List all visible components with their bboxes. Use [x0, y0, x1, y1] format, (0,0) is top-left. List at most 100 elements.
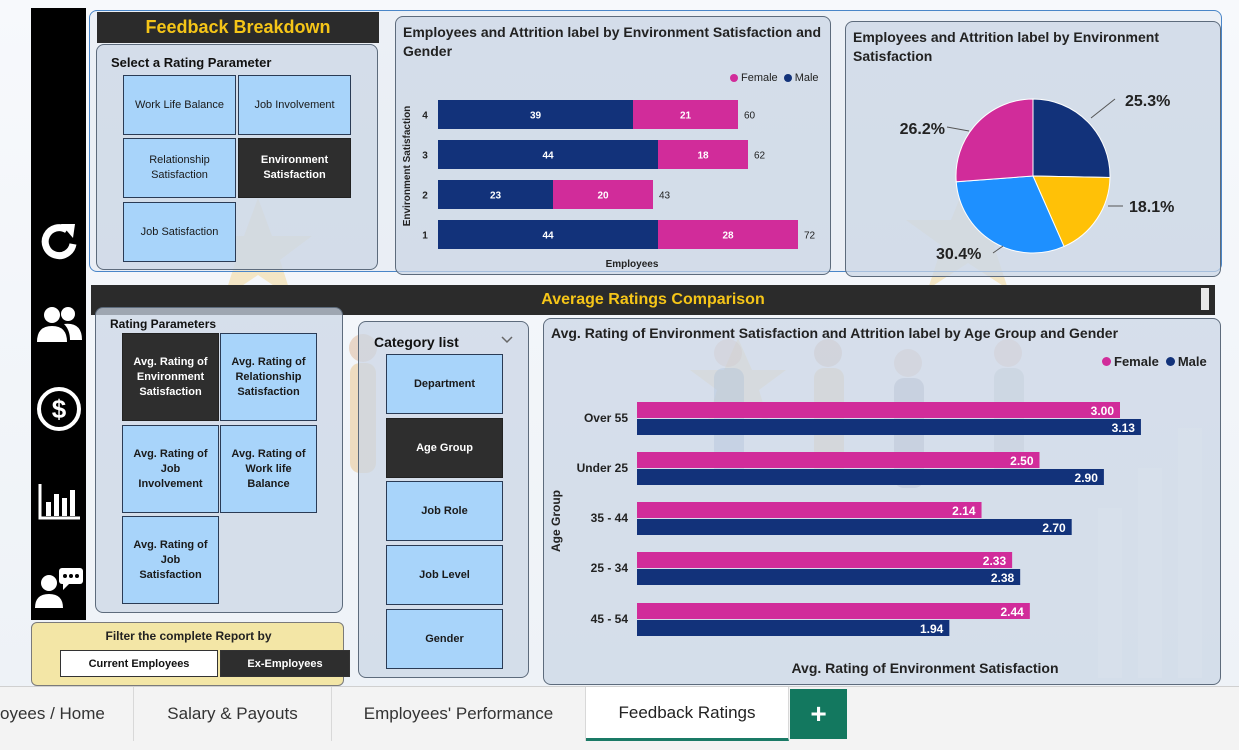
pie-leader-line	[1090, 98, 1116, 119]
age-group-legend: Female Male	[1102, 354, 1207, 369]
data-label-male: 2.90	[1075, 471, 1099, 485]
category-list-title: Category list	[374, 334, 459, 350]
data-label-male: 23	[490, 191, 502, 202]
data-label-female: 20	[597, 191, 609, 202]
bar-male	[637, 419, 1141, 435]
pie-chart-title: Employees and Attrition label by Environ…	[853, 29, 1159, 64]
pie-leader-line	[992, 245, 1004, 254]
y-axis-label: Age Group	[549, 490, 563, 552]
bar-female	[637, 452, 1040, 468]
pie-slice-label: 26.2%	[900, 121, 945, 138]
female-legend-dot	[730, 74, 738, 82]
tile-avg-relationship-satisfaction[interactable]: Avg. Rating of Relationship Satisfaction	[220, 333, 317, 421]
pie-leader-line	[946, 126, 970, 132]
filter-current-employees[interactable]: Current Employees	[60, 650, 218, 677]
people-icon[interactable]	[31, 304, 86, 344]
dollar-icon[interactable]: $	[31, 386, 86, 432]
category-gender[interactable]: Gender	[386, 609, 503, 669]
pie-slice	[1032, 98, 1111, 178]
male-legend-dot	[783, 74, 792, 82]
pie-slice-label: 30.4%	[936, 246, 981, 263]
bar-male	[438, 180, 553, 209]
legend-male-2: Male	[1177, 354, 1207, 369]
tile-relationship-satisfaction[interactable]: Relationship Satisfaction	[123, 138, 236, 198]
bar-female	[637, 502, 982, 518]
female-legend-dot	[1102, 357, 1111, 366]
feedback-breakdown-title: Feedback Breakdown	[97, 12, 379, 43]
bar-female	[633, 100, 738, 129]
y-axis-label: Environment Satisfaction	[402, 106, 413, 227]
y-tick-label: Over 55	[584, 411, 628, 425]
data-label-male: 44	[542, 231, 554, 242]
tile-avg-job-satisfaction[interactable]: Avg. Rating of Job Satisfaction	[122, 516, 219, 604]
x-axis-label: Avg. Rating of Environment Satisfaction	[791, 660, 1058, 676]
y-tick-label: 1	[422, 231, 428, 242]
tab-salary-payouts[interactable]: Salary & Payouts	[134, 687, 332, 741]
legend-female-2: Female	[1114, 354, 1159, 369]
y-tick-label: 2	[422, 191, 428, 202]
data-label-male: 44	[542, 151, 554, 162]
report-filter-box: Filter the complete Report by Current Em…	[31, 622, 350, 686]
scrollbar-handle[interactable]	[1201, 288, 1209, 310]
bar-male	[438, 220, 658, 249]
data-label-female: 2.44	[1000, 605, 1024, 619]
bar-chart-icon[interactable]	[31, 480, 86, 522]
data-label-female: 3.00	[1091, 404, 1115, 418]
bar-male	[637, 620, 950, 636]
filter-ex-employees[interactable]: Ex-Employees	[220, 650, 350, 677]
data-label-total: 62	[754, 151, 766, 162]
tile-avg-job-involvement[interactable]: Avg. Rating of Job Involvement	[122, 425, 219, 513]
tab-employees-performance[interactable]: Employees' Performance	[332, 687, 586, 741]
stacked-bar-legend: Female Male	[730, 72, 819, 84]
refresh-icon[interactable]	[31, 218, 86, 262]
rating-parameter-title: Select a Rating Parameter	[111, 55, 272, 70]
data-label-male: 2.38	[991, 571, 1015, 585]
data-label-male: 1.94	[920, 622, 944, 636]
y-tick-label: 45 - 54	[591, 612, 629, 626]
average-ratings-title-text: Average Ratings Comparison	[541, 291, 765, 308]
bar-female	[658, 220, 798, 249]
bar-male	[637, 469, 1104, 485]
category-job-role[interactable]: Job Role	[386, 481, 503, 541]
y-tick-label: 25 - 34	[591, 561, 629, 575]
filter-title: Filter the complete Report by	[105, 629, 272, 643]
data-label-total: 72	[804, 231, 816, 242]
age-group-chart-title: Avg. Rating of Environment Satisfaction …	[551, 325, 1119, 341]
tile-work-life-balance[interactable]: Work Life Balance	[123, 75, 236, 135]
age-group-bar-chart: Age Group Avg. Rating of Environment Sati…	[549, 402, 1141, 676]
data-label-female: 18	[697, 151, 709, 162]
data-label-total: 43	[659, 191, 671, 202]
tile-job-involvement[interactable]: Job Involvement	[238, 75, 351, 135]
report-canvas: $ Feedback Break	[0, 0, 1239, 686]
bar-female	[637, 552, 1013, 568]
chevron-down-icon[interactable]	[501, 335, 513, 345]
data-label-female: 2.33	[983, 554, 1007, 568]
category-department[interactable]: Department	[386, 354, 503, 414]
data-label-male: 2.70	[1042, 521, 1066, 535]
tile-avg-environment-satisfaction[interactable]: Avg. Rating of Environment Satisfaction	[122, 333, 219, 421]
tile-job-satisfaction[interactable]: Job Satisfaction	[123, 202, 236, 262]
data-label-female: 2.14	[952, 504, 976, 518]
tab-feedback-ratings[interactable]: Feedback Ratings	[586, 687, 789, 741]
pie-slice	[955, 98, 1034, 183]
x-axis-label: Employees	[606, 259, 659, 270]
bar-male	[637, 519, 1072, 535]
category-age-group[interactable]: Age Group	[386, 418, 503, 478]
tile-avg-work-life-balance[interactable]: Avg. Rating of Work life Balance	[220, 425, 317, 513]
feedback-person-icon[interactable]	[31, 566, 86, 610]
bar-female	[553, 180, 653, 209]
add-tab-button[interactable]: +	[790, 689, 847, 739]
tile-environment-satisfaction[interactable]: Environment Satisfaction	[238, 138, 351, 198]
category-job-level[interactable]: Job Level	[386, 545, 503, 605]
y-tick-label: 4	[422, 111, 428, 122]
bar-female	[637, 402, 1120, 418]
legend-male: Male	[794, 72, 819, 84]
tab-employees-home[interactable]: oyees / Home	[0, 687, 134, 741]
data-label-total: 60	[744, 111, 756, 122]
male-legend-dot	[1165, 357, 1175, 366]
pie-slice	[955, 175, 1065, 254]
pie-slice	[1032, 175, 1111, 248]
data-label-female: 2.50	[1010, 454, 1034, 468]
legend-female: Female	[741, 72, 778, 84]
